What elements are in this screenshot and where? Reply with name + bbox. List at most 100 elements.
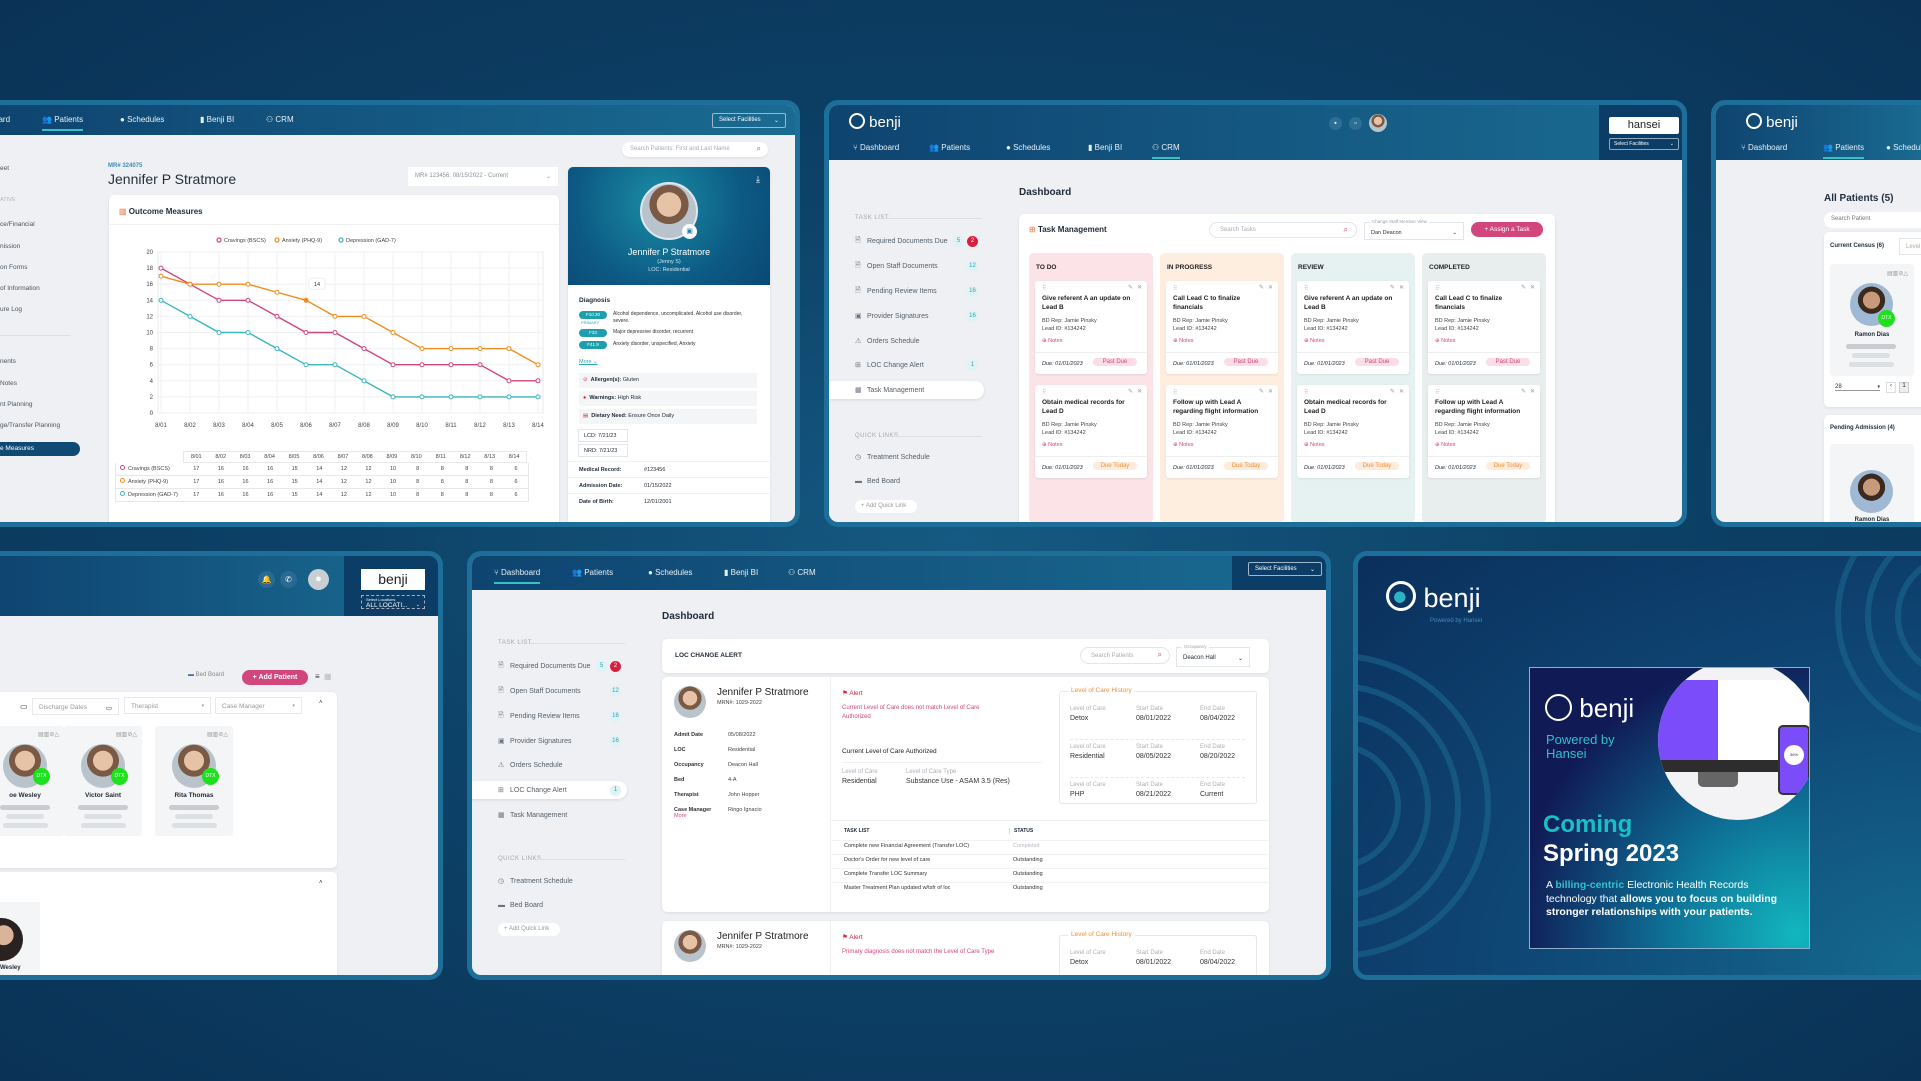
close-icon[interactable]: ✕ [1398,389,1404,395]
sidebar-item[interactable]: ce/Financial [0,221,35,228]
data-point[interactable] [332,362,338,368]
close-icon[interactable]: ✕ [1529,285,1535,291]
sidebar-item[interactable]: ge/Transfer Planning [0,422,61,429]
nav-crm[interactable]: ⚇ CRM [266,115,294,124]
user-avatar-icon[interactable]: ● [308,569,329,590]
notes-link[interactable]: ⊕ Notes [1304,442,1325,448]
nav-schedules[interactable]: ● Schedules [1886,143,1921,152]
sidebar-item[interactable]: on Forms [0,264,28,271]
notes-link[interactable]: ⊕ Notes [1173,442,1194,448]
select-locations-dropdown[interactable]: Select Locations ALL LOCATI... ⌄ [361,595,425,609]
sidebar-item[interactable]: nission [0,243,21,250]
message-icon[interactable]: ▫ [1349,117,1362,130]
select-facilities-dropdown[interactable]: Select Facilities ⌄ [1248,562,1322,576]
task-list-item[interactable]: ⚠ Orders Schedule [492,756,627,774]
notes-link[interactable]: ⊕ Notes [1304,338,1325,344]
data-point[interactable] [390,362,396,368]
data-point[interactable] [361,378,367,384]
data-point[interactable] [390,330,396,335]
patient-search-input[interactable]: Search Patients: First and Last Name ⌕ [622,142,768,157]
calendar-icon[interactable]: ▭ [20,702,28,711]
collapse-icon[interactable]: ˄ [319,880,323,886]
case-manager-select[interactable]: Case Manager ▾ [215,697,302,714]
sidebar-item[interactable]: of Information [0,285,40,292]
task-list-item[interactable]: ⊞ LOC Change Alert 1 [849,356,984,374]
patient-card[interactable]: ▤▥⊘△ DTX Ramon Dias [1830,264,1914,376]
patient-card[interactable]: ▤▥⊘△ DTX Victor Saint [64,726,142,836]
close-icon[interactable]: ✕ [1398,285,1404,291]
data-point[interactable] [506,378,512,384]
nav-schedules[interactable]: ● Schedules [1006,143,1051,152]
task-card[interactable]: ⠿ ✎ ✕ Call Lead C to finalize financials BD … [1428,281,1540,374]
data-point[interactable] [216,330,222,335]
data-point[interactable] [448,346,454,352]
drag-handle-icon[interactable]: ⠿ [1435,390,1440,396]
nav-patients[interactable]: 👥 Patients [572,568,614,577]
notes-link[interactable]: ⊕ Notes [1042,442,1063,448]
quick-link[interactable]: ▬ Bed Board [855,477,901,485]
task-list-item[interactable]: ▦ Task Management [492,806,627,824]
discharge-dates-input[interactable]: Discharge Dates ▭ [32,698,119,715]
staff-view-dropdown[interactable]: Change Staff Member View Dan Deacon ⌄ [1364,219,1464,240]
prev-page-button[interactable]: ‹ [1886,382,1896,393]
data-point[interactable] [506,346,512,352]
drag-handle-icon[interactable]: ⠿ [1435,286,1440,292]
legend-label[interactable]: Cravings (BSCS) [224,238,266,244]
add-quick-link-button[interactable]: + Add Quick Link [855,500,917,513]
data-point[interactable] [303,330,309,335]
task-name[interactable]: Complete new Financial Agreement (Transf… [844,843,970,849]
data-point[interactable] [274,313,280,319]
task-list-item[interactable]: 🗎 Open Staff Documents 12 [849,257,984,275]
nav-benji-bi[interactable]: ▮ Benji BI [200,115,235,124]
edit-icon[interactable]: ✎ [1520,389,1526,395]
task-list-item[interactable]: 🗎 Required Documents Due 5 2 [492,657,627,675]
nav-dashboard[interactable]: ⑂ Dashboard [494,568,541,584]
drag-handle-icon[interactable]: ⠿ [1042,390,1047,396]
task-list-item[interactable]: ▣ Provider Signatures 16 [849,307,984,325]
data-point[interactable] [477,394,483,400]
data-point[interactable] [303,297,309,303]
nav-crm[interactable]: ⚇ CRM [788,568,816,577]
data-point[interactable] [245,330,251,335]
notes-link[interactable]: ⊕ Notes [1042,338,1063,344]
diagnosis-more-link[interactable]: More ⌄ [579,359,598,365]
record-select[interactable]: MR# 123456: 08/15/2022 - Current ⌄ [408,167,558,186]
page-1-button[interactable]: 1 [1899,382,1909,393]
task-list-item[interactable]: 🗎 Pending Review Items 16 [849,282,984,300]
nav-patients[interactable]: 👥 Patients [929,143,971,152]
patient-card[interactable]: ▤▥⊘△ DTX oe Wesley [0,726,64,836]
task-card[interactable]: ⠿ ✎ ✕ Follow up with Lead A regarding fligh… [1428,385,1540,478]
edit-icon[interactable]: ✎ [1258,285,1264,291]
task-list-item[interactable]: 🗎 Open Staff Documents 12 [492,682,627,700]
quick-link[interactable]: ◷ Treatment Schedule [498,877,573,886]
task-list-item[interactable]: 🗎 Required Documents Due 5 2 [849,232,984,250]
nav-schedules[interactable]: ● Schedules [648,568,693,577]
task-name[interactable]: Master Treatment Plan updated w/tsfr of … [844,885,951,891]
drag-handle-icon[interactable]: ⠿ [1042,286,1047,292]
legend-label[interactable]: Anxiety (PHQ-9) [282,238,322,244]
task-card[interactable]: ⠿ ✎ ✕ Give referent A an update on Lead B BD… [1035,281,1147,374]
edit-icon[interactable]: ✎ [1258,389,1264,395]
edit-icon[interactable]: ✎ [1520,285,1526,291]
data-point[interactable] [506,394,512,400]
task-card[interactable]: ⠿ ✎ ✕ Follow up with Lead A regarding fligh… [1166,385,1278,478]
phone-icon[interactable]: ✆ [280,571,297,588]
drag-handle-icon[interactable]: ⠿ [1173,286,1178,292]
data-point[interactable] [361,313,367,319]
data-point[interactable] [274,289,280,295]
nav-dashboard[interactable]: oard [0,115,11,124]
collapse-icon[interactable]: ˄ [319,700,323,706]
id-card-icon[interactable]: ▣ [682,224,697,239]
data-point[interactable] [477,346,483,352]
nav-benji-bi[interactable]: ▮ Benji BI [1088,143,1123,152]
drag-handle-icon[interactable]: ⠿ [1304,390,1309,396]
data-point[interactable] [477,362,483,368]
more-link[interactable]: More [674,813,687,819]
data-point[interactable] [448,362,454,368]
patient-name[interactable]: Jennifer P Stratmore [717,931,809,942]
quick-link[interactable]: ◷ Treatment Schedule [855,453,930,462]
task-card[interactable]: ⠿ ✎ ✕ Obtain medical records for Lead D BD R… [1297,385,1409,478]
page-size-select[interactable]: 28 ▾ [1835,384,1880,391]
task-name[interactable]: Complete Transfer LOC Summary [844,871,928,877]
list-view-icon[interactable]: ≡ [315,672,320,681]
